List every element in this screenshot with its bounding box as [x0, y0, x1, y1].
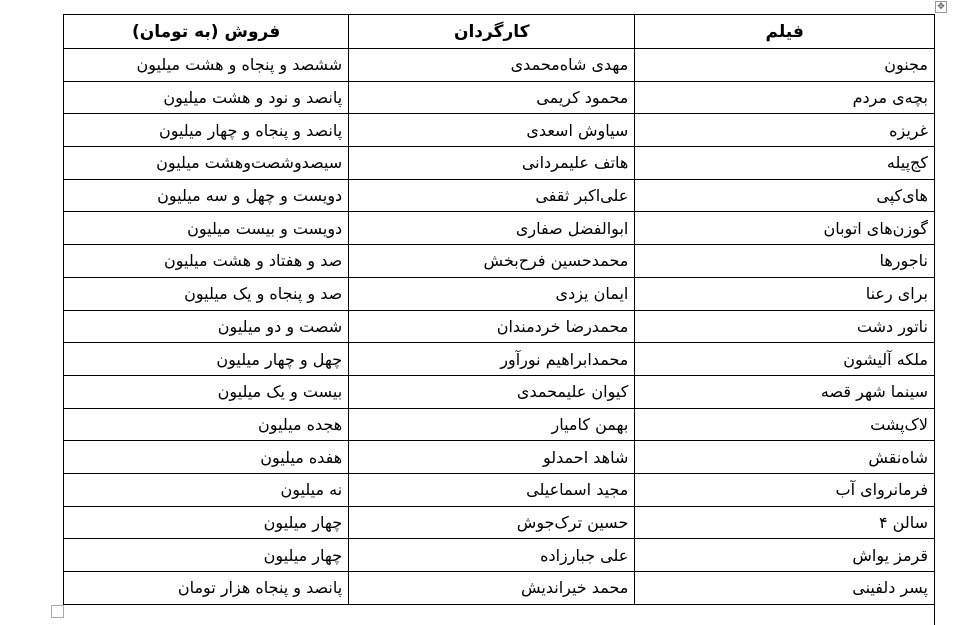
film-cell[interactable]: کج‌پیله [634, 146, 935, 180]
director-cell[interactable]: سیاوش اسعدی [348, 113, 636, 148]
page-margin-line [934, 605, 935, 625]
table-row: ملکه آلیشون محمدابراهیم نورآور چهل و چهار … [62, 342, 935, 376]
table-row: بچه‌ی مردم محمود کریمی پانصد و نود و هشت م… [62, 80, 935, 115]
director-cell[interactable]: علی‌اکبر ثقفی [348, 178, 636, 213]
director-cell[interactable]: مهدی شاه‌محمدی [348, 48, 636, 82]
film-cell[interactable]: گوزن‌های اتوبان [634, 211, 935, 246]
sales-cell[interactable]: پانصد و پنجاه هزار تومان [62, 571, 350, 605]
table-row: گوزن‌های اتوبان ابوالفضل صفاری دویست و بیس… [62, 211, 935, 246]
sales-cell[interactable]: هجده میلیون [62, 407, 350, 442]
director-cell[interactable]: بهمن کامیار [348, 407, 636, 442]
sales-cell[interactable]: بیست و یک میلیون [62, 374, 350, 409]
sales-cell[interactable]: صد و پنجاه و یک میلیون [62, 276, 350, 311]
film-cell[interactable]: فرمانروای آب [634, 472, 935, 507]
table-row: پسر دلفینی محمد خیراندیش پانصد و پنجاه هزا… [62, 571, 935, 605]
table-resize-handle[interactable] [51, 605, 64, 618]
sales-cell[interactable]: هفده میلیون [62, 440, 350, 474]
table-row: لاک‌پشت بهمن کامیار هجده میلیون [62, 407, 935, 442]
director-cell[interactable]: حسین ترک‌جوش [348, 505, 636, 540]
header-film[interactable]: فیلم [634, 14, 935, 49]
table-row: سالن ۴ حسین ترک‌جوش چهار میلیون [62, 505, 935, 540]
table-row: غریزه سیاوش اسعدی پانصد و پنجاه و چهار میل… [62, 113, 935, 148]
director-cell[interactable]: ابوالفضل صفاری [348, 211, 636, 246]
film-cell[interactable]: لاک‌پشت [634, 407, 935, 442]
film-cell[interactable]: شاه‌نقش [634, 440, 935, 474]
director-cell[interactable]: محمدرضا خردمندان [348, 309, 636, 344]
film-cell[interactable]: برای رعنا [634, 276, 935, 311]
table-row: فرمانروای آب مجید اسماعیلی نه میلیون [62, 472, 935, 507]
sales-cell[interactable]: صد و هفتاد و هشت میلیون [62, 244, 350, 278]
table-header-row: فیلم کارگردان فروش (به تومان) [62, 14, 935, 49]
director-cell[interactable]: شاهد احمدلو [348, 440, 636, 474]
director-cell[interactable]: محمدحسین فرح‌بخش [348, 244, 636, 278]
table-move-handle-icon[interactable]: ✥ [935, 1, 947, 13]
header-director[interactable]: کارگردان [348, 14, 636, 49]
film-cell[interactable]: قرمز یواش [634, 538, 935, 572]
director-cell[interactable]: محمدابراهیم نورآور [348, 342, 636, 376]
table-row: قرمز یواش علی جبارزاده چهار میلیون [62, 538, 935, 572]
table-row: کج‌پیله هاتف علیمردانی سیصدوشصت‌وهشت میلیو… [62, 146, 935, 180]
film-cell[interactable]: سالن ۴ [634, 505, 935, 540]
table-row: ناجورها محمدحسین فرح‌بخش صد و هفتاد و هشت … [62, 244, 935, 278]
director-cell[interactable]: محمود کریمی [348, 80, 636, 115]
table-row: های‌کپی علی‌اکبر ثقفی دویست و چهل و سه میل… [62, 178, 935, 213]
film-cell[interactable]: مجنون [634, 48, 935, 82]
film-cell[interactable]: بچه‌ی مردم [634, 80, 935, 115]
film-cell[interactable]: سینما شهر قصه [634, 374, 935, 409]
director-cell[interactable]: علی جبارزاده [348, 538, 636, 572]
sales-cell[interactable]: چهل و چهار میلیون [62, 342, 350, 376]
sales-cell[interactable]: ششصد و پنجاه و هشت میلیون [62, 48, 350, 82]
sales-cell[interactable]: دویست و بیست میلیون [62, 211, 350, 246]
director-cell[interactable]: مجید اسماعیلی [348, 472, 636, 507]
films-table: فیلم کارگردان فروش (به تومان) مجنون مهدی … [62, 14, 935, 605]
sales-cell[interactable]: نه میلیون [62, 472, 350, 507]
table-row: برای رعنا ایمان یزدی صد و پنجاه و یک میلیو… [62, 276, 935, 311]
sales-cell[interactable]: دویست و چهل و سه میلیون [62, 178, 350, 213]
director-cell[interactable]: ایمان یزدی [348, 276, 636, 311]
film-cell[interactable]: پسر دلفینی [634, 571, 935, 605]
sales-cell[interactable]: چهار میلیون [62, 505, 350, 540]
sales-cell[interactable]: شصت و دو میلیون [62, 309, 350, 344]
sales-cell[interactable]: سیصدوشصت‌وهشت میلیون [62, 146, 350, 180]
film-cell[interactable]: های‌کپی [634, 178, 935, 213]
table-row: ناتور دشت محمدرضا خردمندان شصت و دو میلیون [62, 309, 935, 344]
table-row: سینما شهر قصه کیوان علیمحمدی بیست و یک میل… [62, 374, 935, 409]
director-cell[interactable]: هاتف علیمردانی [348, 146, 636, 180]
film-cell[interactable]: غریزه [634, 113, 935, 148]
sales-cell[interactable]: پانصد و نود و هشت میلیون [62, 80, 350, 115]
director-cell[interactable]: محمد خیراندیش [348, 571, 636, 605]
header-sales[interactable]: فروش (به تومان) [62, 14, 350, 49]
table-row: مجنون مهدی شاه‌محمدی ششصد و پنجاه و هشت می… [62, 48, 935, 82]
film-cell[interactable]: ملکه آلیشون [634, 342, 935, 376]
director-cell[interactable]: کیوان علیمحمدی [348, 374, 636, 409]
sales-cell[interactable]: چهار میلیون [62, 538, 350, 572]
film-cell[interactable]: ناجورها [634, 244, 935, 278]
film-cell[interactable]: ناتور دشت [634, 309, 935, 344]
sales-cell[interactable]: پانصد و پنجاه و چهار میلیون [62, 113, 350, 148]
table-row: شاه‌نقش شاهد احمدلو هفده میلیون [62, 440, 935, 474]
